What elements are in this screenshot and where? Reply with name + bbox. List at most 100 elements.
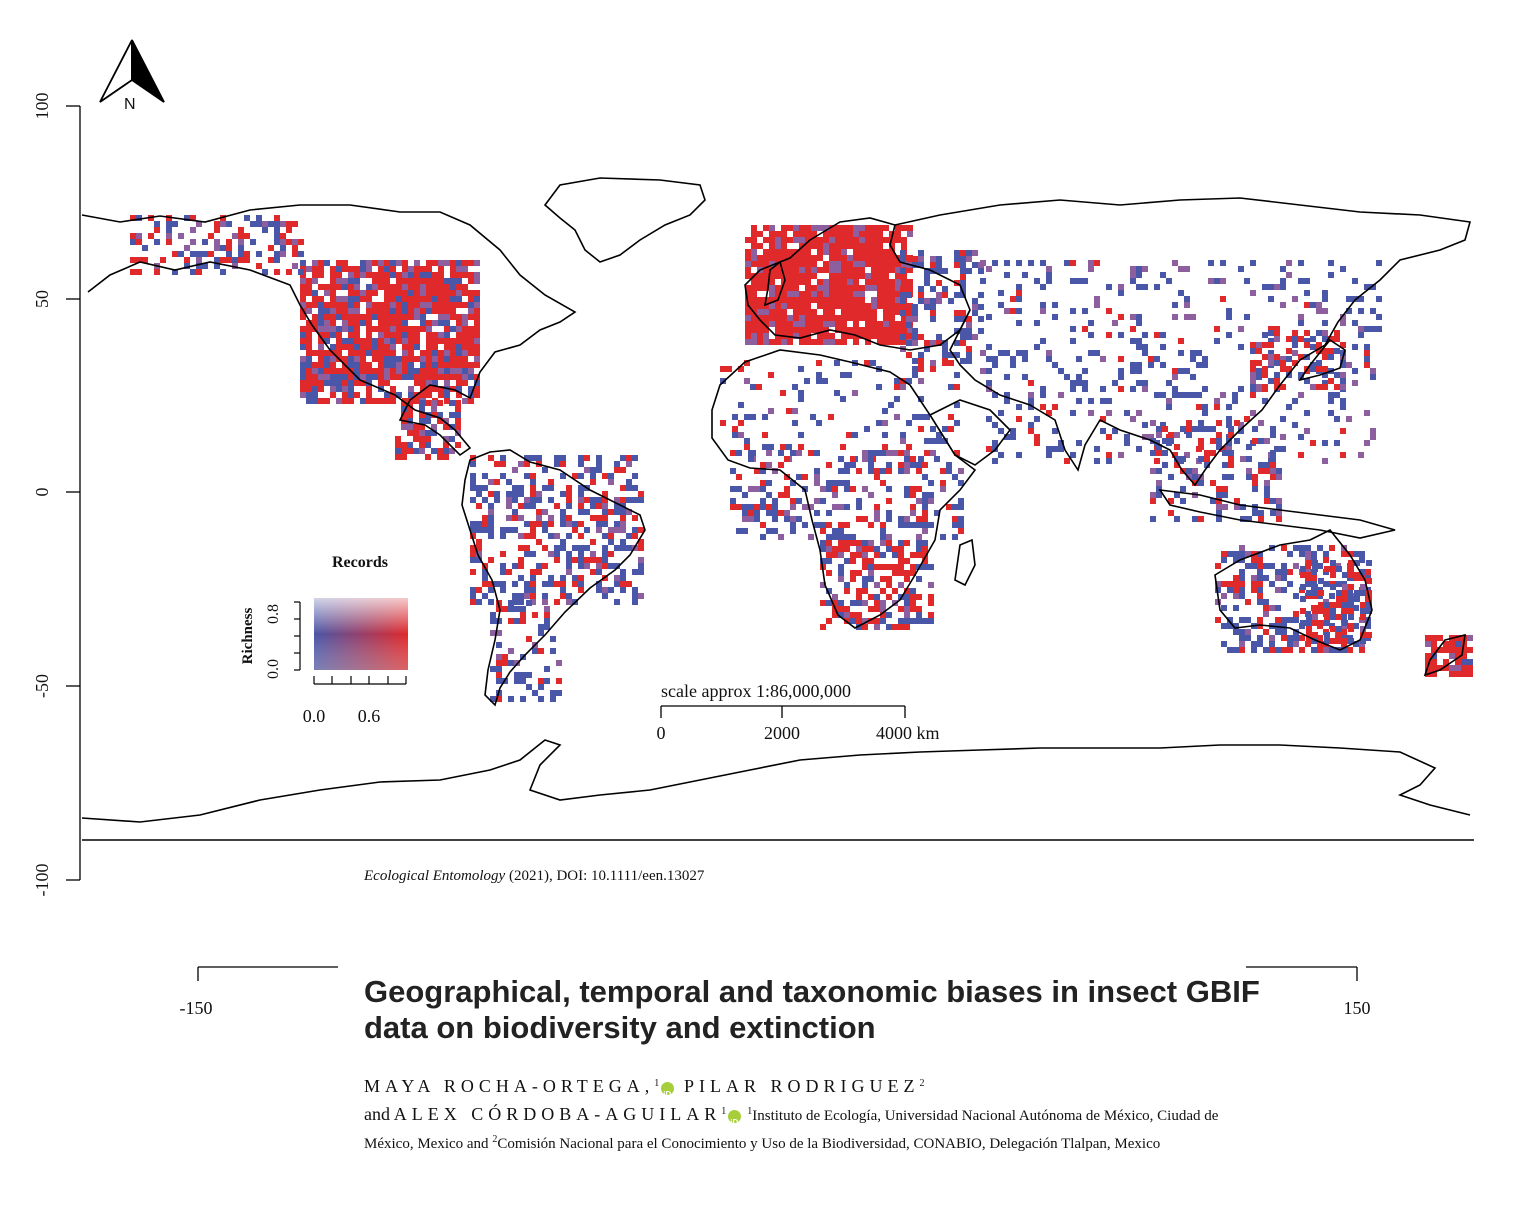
record-cell [536,497,542,503]
record-cell [757,333,763,339]
record-cell [1016,350,1022,356]
record-cell [930,426,936,432]
record-cell [1222,486,1228,492]
record-cell [835,231,841,237]
record-cell [900,298,906,304]
record-cell [787,315,793,321]
record-cell [868,570,874,576]
record-cell [918,256,924,262]
record-cell [1190,314,1196,320]
record-cell [986,356,992,362]
record-cell [455,442,461,448]
orcid-icon[interactable] [661,1082,675,1107]
record-cell [922,522,928,528]
record-cell [348,266,354,272]
record-cell [384,326,390,332]
record-cell [811,327,817,333]
record-cell [1216,498,1222,504]
record-cell [877,273,883,279]
record-cell [904,594,910,600]
record-cell [354,308,360,314]
record-cell [1226,308,1232,314]
record-cell [1341,647,1347,653]
record-cell [799,327,805,333]
record-cell [1322,458,1328,464]
record-cell [312,350,318,356]
record-cell [763,327,769,333]
record-cell [865,255,871,261]
record-cell [1233,587,1239,593]
author-block: MAYA ROCHA-ORTEGA,1 PILAR RODRIGUEZ2 and… [364,1072,1244,1156]
record-cell [1124,410,1130,416]
record-cell [817,237,823,243]
record-cell [1232,392,1238,398]
record-cell [1281,629,1287,635]
record-cell [754,486,760,492]
record-cell [378,260,384,266]
record-cell [1268,284,1274,290]
record-cell [572,527,578,533]
record-cell [966,322,972,328]
record-cell [841,231,847,237]
record-cell [886,462,892,468]
record-cell [450,362,456,368]
record-cell [450,260,456,266]
record-cell [823,303,829,309]
record-cell [336,302,342,308]
record-cell [1172,302,1178,308]
record-cell [538,648,544,654]
record-cell [1262,354,1268,360]
record-cell [942,352,948,358]
record-cell [1330,602,1336,608]
record-cell [426,278,432,284]
orcid-icon[interactable] [728,1110,742,1135]
record-cell [883,261,889,267]
record-cell [402,362,408,368]
record-cell [841,291,847,297]
record-cell [425,442,431,448]
record-cell [1221,593,1227,599]
record-cell [402,302,408,308]
record-cell [1437,665,1443,671]
record-cell [524,455,530,461]
record-cell [826,552,832,558]
record-cell [626,545,632,551]
record-cell [817,327,823,333]
record-cell [844,546,850,552]
record-cell [787,225,793,231]
record-cell [413,436,419,442]
record-cell [419,424,425,430]
record-cell [300,332,306,338]
record-cell [1346,362,1352,368]
record-cell [626,533,632,539]
record-cell [922,540,928,546]
record-cell [1058,368,1064,374]
record-cell [745,321,751,327]
record-cell [1214,338,1220,344]
record-cell [154,269,160,275]
record-cell [775,303,781,309]
record-cell [768,408,774,414]
record-cell [578,581,584,587]
record-cell [544,624,550,630]
record-cell [390,266,396,272]
record-cell [324,368,330,374]
record-cell [286,239,292,245]
record-cell [596,557,602,563]
record-cell [518,491,524,497]
record-cell [1329,593,1335,599]
record-cell [590,473,596,479]
record-cell [762,444,768,450]
record-cell [432,356,438,362]
record-cell [384,350,390,356]
record-cell [992,356,998,362]
record-cell [1040,404,1046,410]
record-cell [936,280,942,286]
record-cell [512,599,518,605]
record-cell [536,455,542,461]
record-cell [566,515,572,521]
record-cell [1264,492,1270,498]
record-cell [390,290,396,296]
record-cell [775,267,781,273]
record-cell [196,221,202,227]
